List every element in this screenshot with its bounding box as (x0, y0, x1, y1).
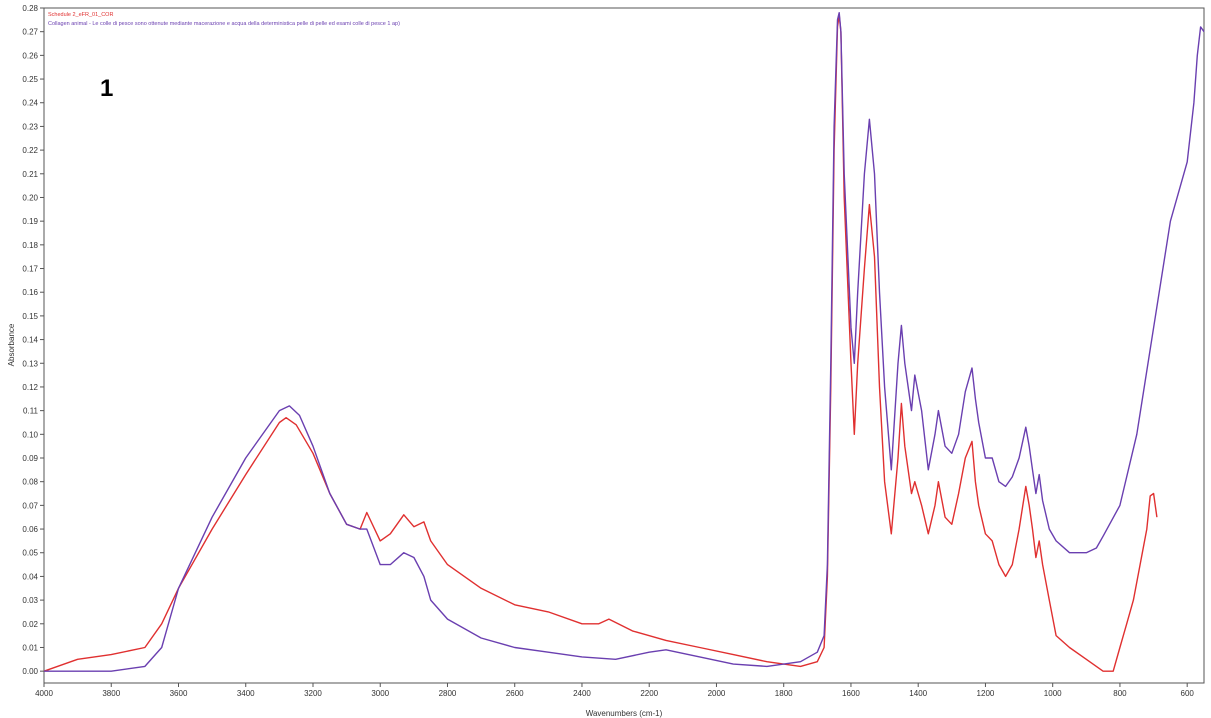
y-tick-label: 0.22 (22, 146, 38, 155)
y-tick-label: 0.13 (22, 359, 38, 368)
y-tick-label: 0.27 (22, 28, 38, 37)
legend-entry-2: Collagen animal - Le colle di pesce sono… (48, 21, 400, 27)
y-tick-label: 0.00 (22, 667, 38, 676)
y-tick-label: 0.10 (22, 430, 38, 439)
y-tick-label: 0.15 (22, 312, 38, 321)
y-tick-label: 0.28 (22, 4, 38, 13)
y-tick-label: 0.04 (22, 572, 38, 581)
y-tick-label: 0.14 (22, 336, 38, 345)
y-tick-label: 0.08 (22, 478, 38, 487)
x-tick-label: 600 (1181, 689, 1195, 698)
y-tick-label: 0.25 (22, 75, 38, 84)
y-tick-label: 0.24 (22, 99, 38, 108)
x-tick-label: 3600 (170, 689, 188, 698)
legend-entry-1: Schedule 2_eFR_01_COR (48, 12, 113, 18)
y-tick-label: 0.12 (22, 383, 38, 392)
series-line-2 (44, 12, 1205, 672)
y-tick-label: 0.07 (22, 501, 38, 510)
panel-label: 1 (100, 75, 113, 102)
plot-area-frame (43, 7, 1205, 684)
y-tick-label: 0.21 (22, 170, 38, 179)
y-tick-label: 0.19 (22, 217, 38, 226)
y-tick-label: 0.16 (22, 288, 38, 297)
series-line-1 (43, 14, 1158, 672)
y-tick-label: 0.09 (22, 454, 38, 463)
x-tick-label: 3000 (371, 689, 389, 698)
y-axis-title: Absorbance (7, 323, 16, 366)
y-axis: 0.00 0.01 0.02 0.03 0.04 0.05 0.06 0.07 0.08 0.09… (22, 4, 44, 676)
x-tick-label: 1400 (909, 689, 927, 698)
x-tick-label: 1600 (842, 689, 860, 698)
x-tick-label: 2400 (573, 689, 591, 698)
legend: Schedule 2_eFR_01_COR Collagen animal - L… (48, 12, 400, 27)
y-tick-label: 0.01 (22, 643, 38, 652)
y-tick-label: 0.17 (22, 265, 38, 274)
y-tick-label: 0.02 (22, 620, 38, 629)
x-axis: 4000 3800 3600 3400 3200 3000 2800 2600 2400 2200… (35, 683, 1194, 698)
x-tick-label: 1200 (977, 689, 995, 698)
x-axis-title: Wavenumbers (cm-1) (586, 709, 663, 718)
y-tick-label: 0.18 (22, 241, 38, 250)
series-layer (43, 12, 1205, 672)
x-tick-label: 3800 (102, 689, 120, 698)
y-tick-label: 0.26 (22, 51, 38, 60)
y-tick-label: 0.20 (22, 193, 38, 202)
x-tick-label: 3200 (304, 689, 322, 698)
y-tick-label: 0.06 (22, 525, 38, 534)
y-tick-label: 0.23 (22, 122, 38, 131)
x-tick-label: 800 (1113, 689, 1127, 698)
y-tick-label: 0.05 (22, 549, 38, 558)
y-tick-label: 0.11 (23, 407, 39, 416)
x-tick-label: 4000 (35, 689, 53, 698)
x-tick-label: 2600 (506, 689, 524, 698)
x-tick-label: 1800 (775, 689, 793, 698)
x-tick-label: 2800 (439, 689, 457, 698)
y-tick-label: 0.03 (22, 596, 38, 605)
x-tick-label: 3400 (237, 689, 255, 698)
x-tick-label: 1000 (1044, 689, 1062, 698)
x-tick-label: 2200 (640, 689, 658, 698)
x-tick-label: 2000 (708, 689, 726, 698)
